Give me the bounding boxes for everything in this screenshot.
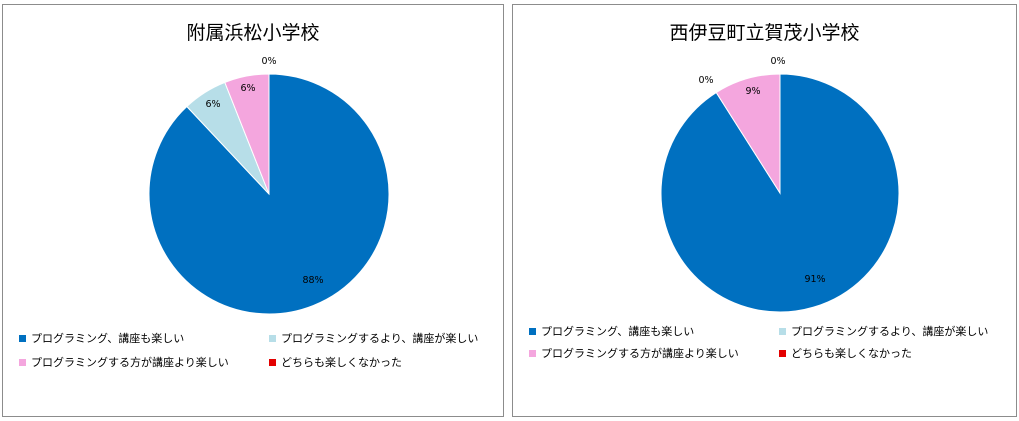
slice-label: 0% bbox=[770, 56, 785, 67]
pie-chart: 88% 6% 6% 0% bbox=[148, 56, 390, 315]
slice-label: 0% bbox=[261, 56, 276, 67]
pie-slice bbox=[715, 73, 781, 195]
pie-chart: 91% 0% 9% 0% bbox=[660, 56, 900, 313]
pie-slice bbox=[148, 73, 390, 315]
chart-title: 西伊豆町立賀茂小学校 bbox=[669, 22, 860, 44]
slice-label: 0% bbox=[698, 75, 713, 86]
slice-label: 91% bbox=[804, 274, 825, 285]
slice-label: 6% bbox=[205, 99, 220, 110]
slice-label: 6% bbox=[240, 83, 255, 94]
chart-panel-kamo: 西伊豆町立賀茂小学校 91% 0% 9% 0% プログラミング、講座も楽しい プログラミ… bbox=[512, 4, 1017, 417]
pie-slice bbox=[224, 73, 270, 195]
slice-label: 9% bbox=[745, 86, 760, 97]
chart-panel-hamamatsu: 附属浜松小学校 88% 6% 6% 0% プログラミング、講座も楽しい プログラミングす… bbox=[2, 4, 504, 417]
slice-label: 88% bbox=[302, 275, 323, 286]
chart-title: 附属浜松小学校 bbox=[186, 22, 320, 44]
